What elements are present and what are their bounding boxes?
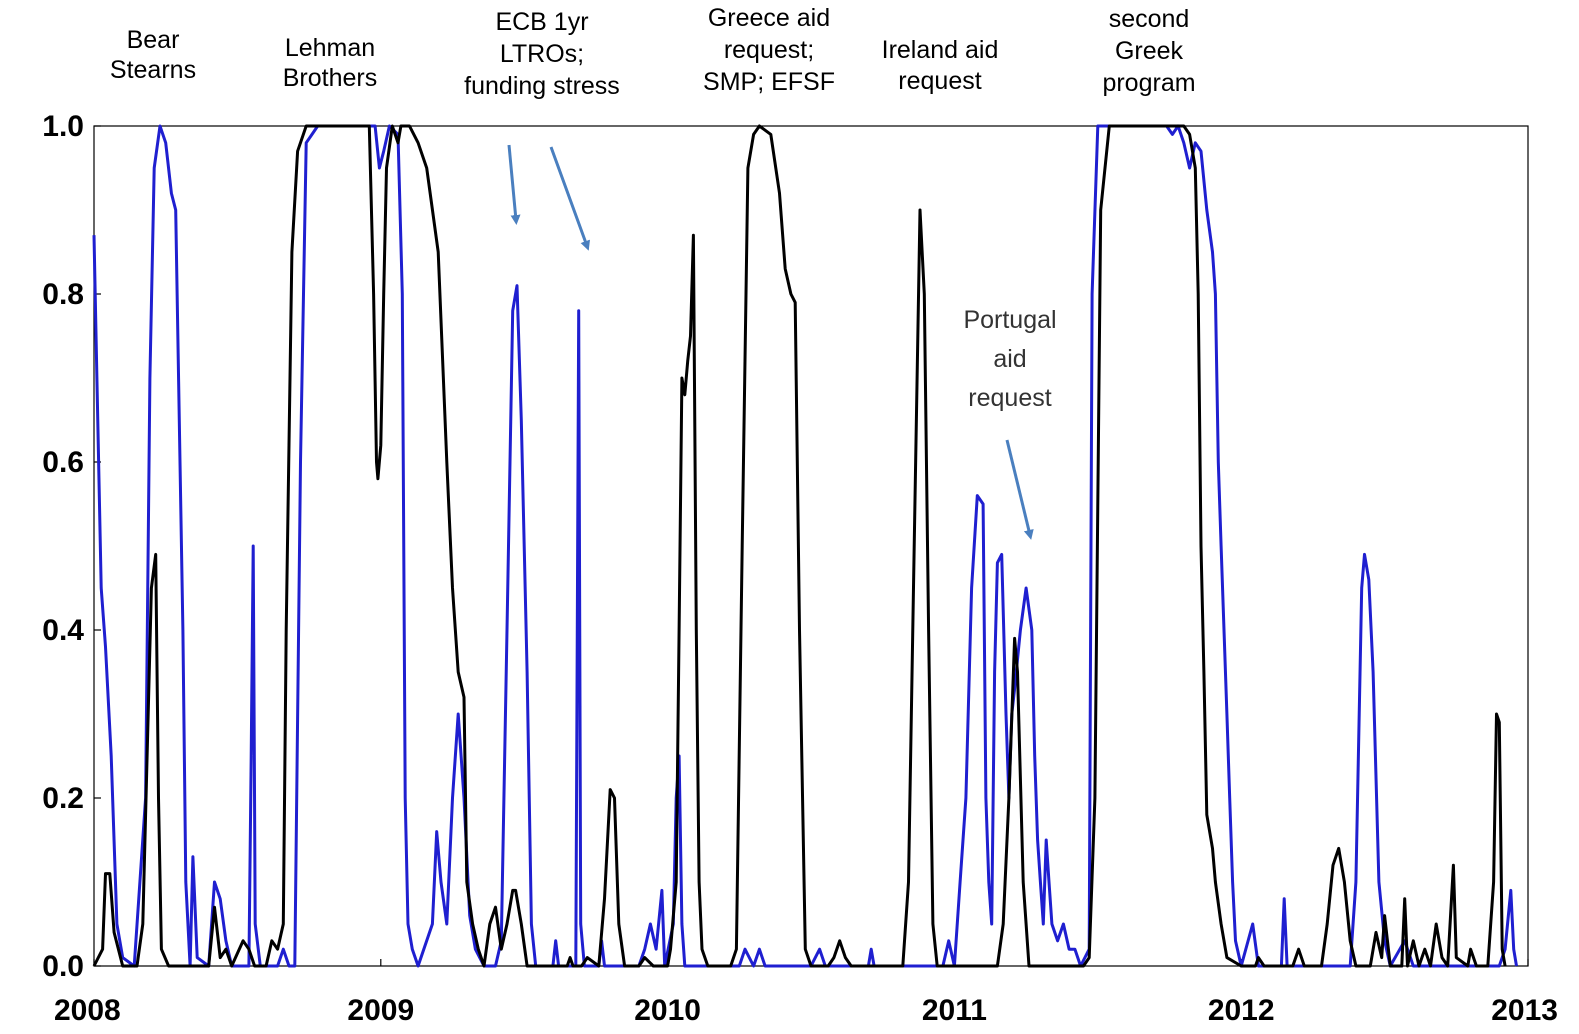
annotation-arrow — [549, 146, 590, 251]
y-tick-label: 0.2 — [42, 782, 84, 815]
y-tick-label: 0.8 — [42, 278, 84, 311]
x-tick-label: 2011 — [922, 994, 987, 1027]
annotation-portugal-line: aid — [993, 345, 1026, 373]
x-axis: 2008 2009 2010 2011 2012 2013 — [54, 959, 1558, 1027]
annotation-portugal-line: Portugal — [963, 306, 1056, 334]
annotation-arrow — [507, 144, 521, 225]
annotation-second-line: Greek — [1115, 37, 1184, 65]
annotation-ecb-line: ECB 1yr — [495, 8, 588, 36]
annotation-second-line: program — [1102, 69, 1195, 97]
y-axis: 0.0 0.2 0.4 0.6 0.8 1.0 — [42, 110, 101, 983]
annotation-lehman-line: Brothers — [283, 64, 377, 92]
y-tick-label: 0.0 — [42, 950, 84, 983]
series-blue-line — [92, 124, 1518, 968]
plot-area — [93, 125, 1529, 967]
annotation-greece-line: request; — [724, 36, 814, 64]
annotation-ecb-line: funding stress — [464, 72, 620, 100]
y-tick-label: 0.4 — [42, 614, 84, 647]
annotation-greece-line: SMP; EFSF — [703, 68, 835, 96]
x-tick-label: 2012 — [1208, 994, 1275, 1027]
annotation-second-line: second — [1109, 5, 1190, 33]
annotation-bear-line: Stearns — [110, 56, 196, 84]
annotation-arrow — [1005, 439, 1034, 540]
annotation-lehman-line: Lehman — [285, 34, 375, 62]
annotation-ireland-line: request — [898, 67, 981, 95]
x-tick-label: 2009 — [347, 994, 414, 1027]
annotation-ireland-line: Ireland aid — [882, 36, 999, 64]
annotation-ecb-line: LTROs; — [500, 40, 584, 68]
series-black-line — [92, 124, 1507, 968]
series-lines — [92, 124, 1518, 968]
annotation-arrows — [507, 144, 1034, 540]
x-tick-label: 2013 — [1491, 994, 1558, 1027]
y-tick-label: 1.0 — [42, 110, 84, 143]
annotation-portugal-line: request — [968, 384, 1051, 412]
annotation-greece-line: Greece aid — [708, 4, 830, 32]
y-tick-label: 0.6 — [42, 446, 84, 479]
annotation-bear-line: Bear — [127, 26, 180, 54]
x-tick-label: 2008 — [54, 994, 121, 1027]
x-tick-label: 2010 — [634, 994, 701, 1027]
